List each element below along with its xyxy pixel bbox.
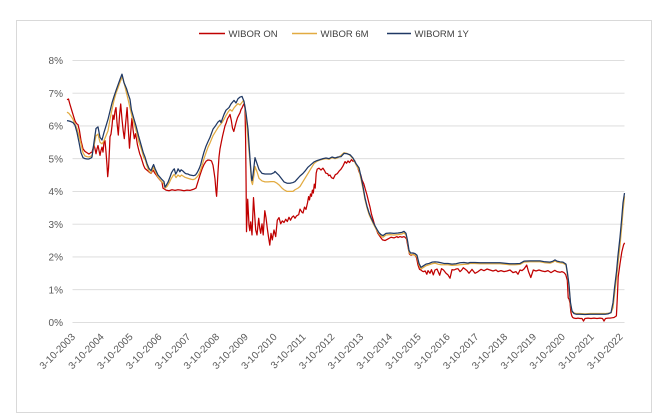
svg-text:7%: 7% xyxy=(49,89,64,100)
svg-text:3%: 3% xyxy=(49,220,64,231)
svg-text:1%: 1% xyxy=(49,285,64,296)
svg-text:WIBOR ON: WIBOR ON xyxy=(229,29,278,40)
svg-text:6%: 6% xyxy=(49,122,64,133)
svg-text:0%: 0% xyxy=(49,318,64,329)
svg-text:WIBORM 1Y: WIBORM 1Y xyxy=(415,29,470,40)
svg-text:4%: 4% xyxy=(49,187,64,198)
svg-text:WIBOR 6M: WIBOR 6M xyxy=(321,29,369,40)
svg-text:2%: 2% xyxy=(49,253,64,264)
svg-text:5%: 5% xyxy=(49,154,64,165)
svg-text:8%: 8% xyxy=(49,56,64,67)
